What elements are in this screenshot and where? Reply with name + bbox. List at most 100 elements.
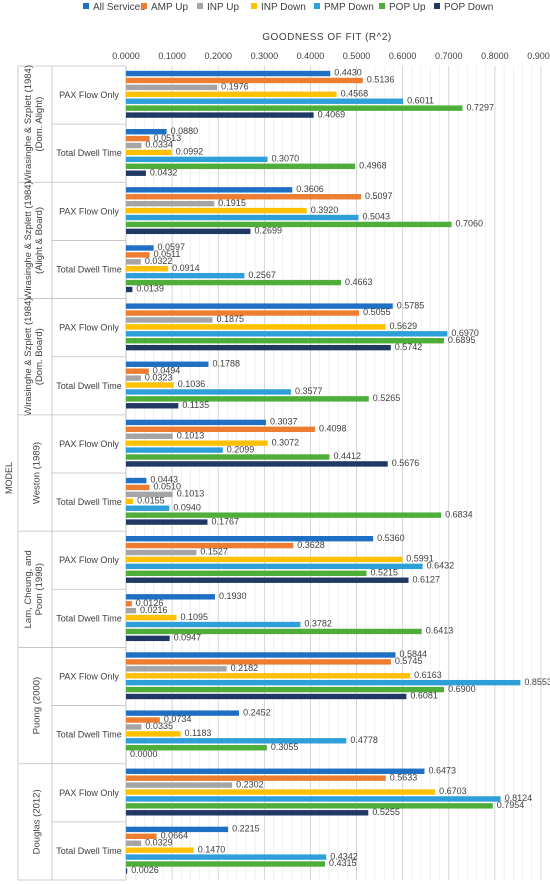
- bar-pmp-down: [126, 272, 245, 279]
- data-label: 0.1013: [177, 489, 205, 499]
- bar-pop-down: [126, 519, 208, 525]
- data-label: 0.0880: [171, 126, 199, 136]
- model-label: Wirasinghe & Szplett (1984)(Alight & Boa…: [23, 181, 45, 299]
- data-label: 0.6970: [451, 328, 479, 338]
- data-label: 0.1788: [212, 358, 240, 368]
- data-label: 0.0329: [145, 837, 173, 847]
- bar-pmp-down: [126, 156, 268, 163]
- y-axis-title: MODEL: [4, 462, 14, 494]
- bar-inp-down: [126, 207, 307, 214]
- data-label: 0.4069: [318, 109, 346, 119]
- bar-all-services: [126, 70, 331, 77]
- bar-inp-down: [126, 149, 172, 156]
- data-label: 0.6895: [448, 335, 476, 345]
- data-label: 0.0323: [145, 372, 173, 382]
- data-label: 0.6081: [410, 691, 438, 701]
- data-label: 0.6834: [445, 509, 473, 519]
- data-label: 0.5043: [363, 212, 391, 222]
- data-label: 0.4430: [334, 68, 362, 78]
- data-label: 0.3577: [295, 386, 323, 396]
- data-label: 0.0513: [154, 133, 182, 143]
- bar-pop-down: [126, 461, 388, 467]
- data-label: 0.0334: [145, 140, 173, 150]
- data-label: 0.1527: [200, 547, 228, 557]
- bar-all-services: [126, 768, 425, 774]
- data-label: 0.4568: [341, 89, 369, 99]
- x-tick-label: 0.2000: [204, 51, 232, 61]
- data-labels: 0.4430 0.5136 0.1976 0.4568 0.6011 0.7297 0.40…: [130, 68, 550, 875]
- data-label: 0.1915: [218, 198, 246, 208]
- data-label: 0.1470: [198, 844, 226, 854]
- bar-all-services: [126, 477, 147, 484]
- data-label: 0.7060: [456, 219, 484, 229]
- data-label: 0.5844: [399, 649, 427, 659]
- data-label: 0.3920: [311, 205, 339, 215]
- bar-inp-up: [126, 375, 141, 381]
- data-label: 0.4315: [329, 858, 357, 868]
- data-label: 0.0335: [145, 721, 173, 731]
- bar-amp-up: [126, 135, 150, 142]
- bar-pmp-down: [126, 447, 223, 453]
- bar-amp-up: [126, 659, 391, 665]
- bar-amp-up: [126, 426, 315, 433]
- data-label: 0.0992: [176, 147, 204, 157]
- group-label: Total Dwell Time: [56, 265, 122, 275]
- legend-swatch-7: [434, 3, 440, 9]
- data-label: 0.2099: [227, 444, 255, 454]
- data-label: 0.8553: [524, 677, 550, 687]
- data-label: 0.4663: [345, 277, 373, 287]
- bar-inp-up: [126, 259, 141, 265]
- bar-pop-up: [126, 628, 422, 635]
- data-label: 0.4342: [330, 851, 358, 861]
- x-tick-label: 0.7000: [435, 51, 463, 61]
- data-label: 0.0216: [140, 605, 168, 615]
- legend-swatch-5: [314, 3, 320, 9]
- data-label: 0.6413: [426, 626, 454, 636]
- data-label: 0.3037: [270, 417, 298, 427]
- data-label: 0.0664: [161, 831, 189, 841]
- bar-inp-up: [126, 666, 227, 672]
- bar-pop-down: [126, 635, 170, 642]
- data-label: 0.0126: [136, 598, 164, 608]
- data-label: 0.8124: [505, 793, 533, 803]
- x-tick-label: 0.0000: [112, 51, 140, 61]
- bar-pop-up: [126, 279, 342, 286]
- data-label: 0.6703: [439, 786, 467, 796]
- data-label: 0.0947: [174, 633, 202, 643]
- legend-swatch-6: [379, 3, 385, 9]
- x-tick-label: 0.1000: [158, 51, 186, 61]
- bar-amp-up: [126, 310, 360, 316]
- model-label: Wirasinghe & Szplett (1984)(Dom. Board): [23, 298, 45, 416]
- x-tick-label: 0.8000: [481, 51, 509, 61]
- data-label: 0.5055: [363, 307, 391, 317]
- x-tick-label: 0.6000: [389, 51, 417, 61]
- model-label: Wirasinghe & Szplett (1984)(Dom. Alight): [23, 65, 45, 183]
- data-label: 0.5136: [367, 75, 395, 85]
- bar-pmp-down: [126, 98, 404, 104]
- bar-pop-up: [126, 745, 267, 751]
- legend-swatch-2: [141, 3, 147, 9]
- bar-amp-up: [126, 601, 132, 607]
- data-label: 0.0432: [150, 167, 178, 177]
- bar-all-services: [126, 361, 209, 367]
- bar-all-services: [126, 594, 215, 600]
- bar-pop-up: [126, 105, 463, 111]
- data-label: 0.6900: [448, 684, 476, 694]
- data-label: 0.0597: [158, 242, 186, 252]
- data-label: 0.5633: [390, 772, 418, 782]
- data-label: 0.5215: [370, 567, 398, 577]
- data-label: 0.2567: [248, 270, 276, 280]
- bar-pmp-down: [126, 621, 301, 628]
- model-label: Douglas (2012): [31, 789, 42, 854]
- bar-inp-up: [126, 142, 142, 149]
- legend-label-6: POP Up: [389, 2, 426, 13]
- data-label: 0.1930: [219, 591, 247, 601]
- bar-inp-down: [126, 673, 411, 679]
- bar-pmp-down: [126, 331, 448, 337]
- bar-amp-up: [126, 252, 150, 258]
- data-label: 0.4778: [350, 735, 378, 745]
- data-label: 0.4968: [359, 160, 387, 170]
- data-label: 0.5255: [372, 807, 400, 817]
- data-label: 0.0443: [150, 475, 178, 485]
